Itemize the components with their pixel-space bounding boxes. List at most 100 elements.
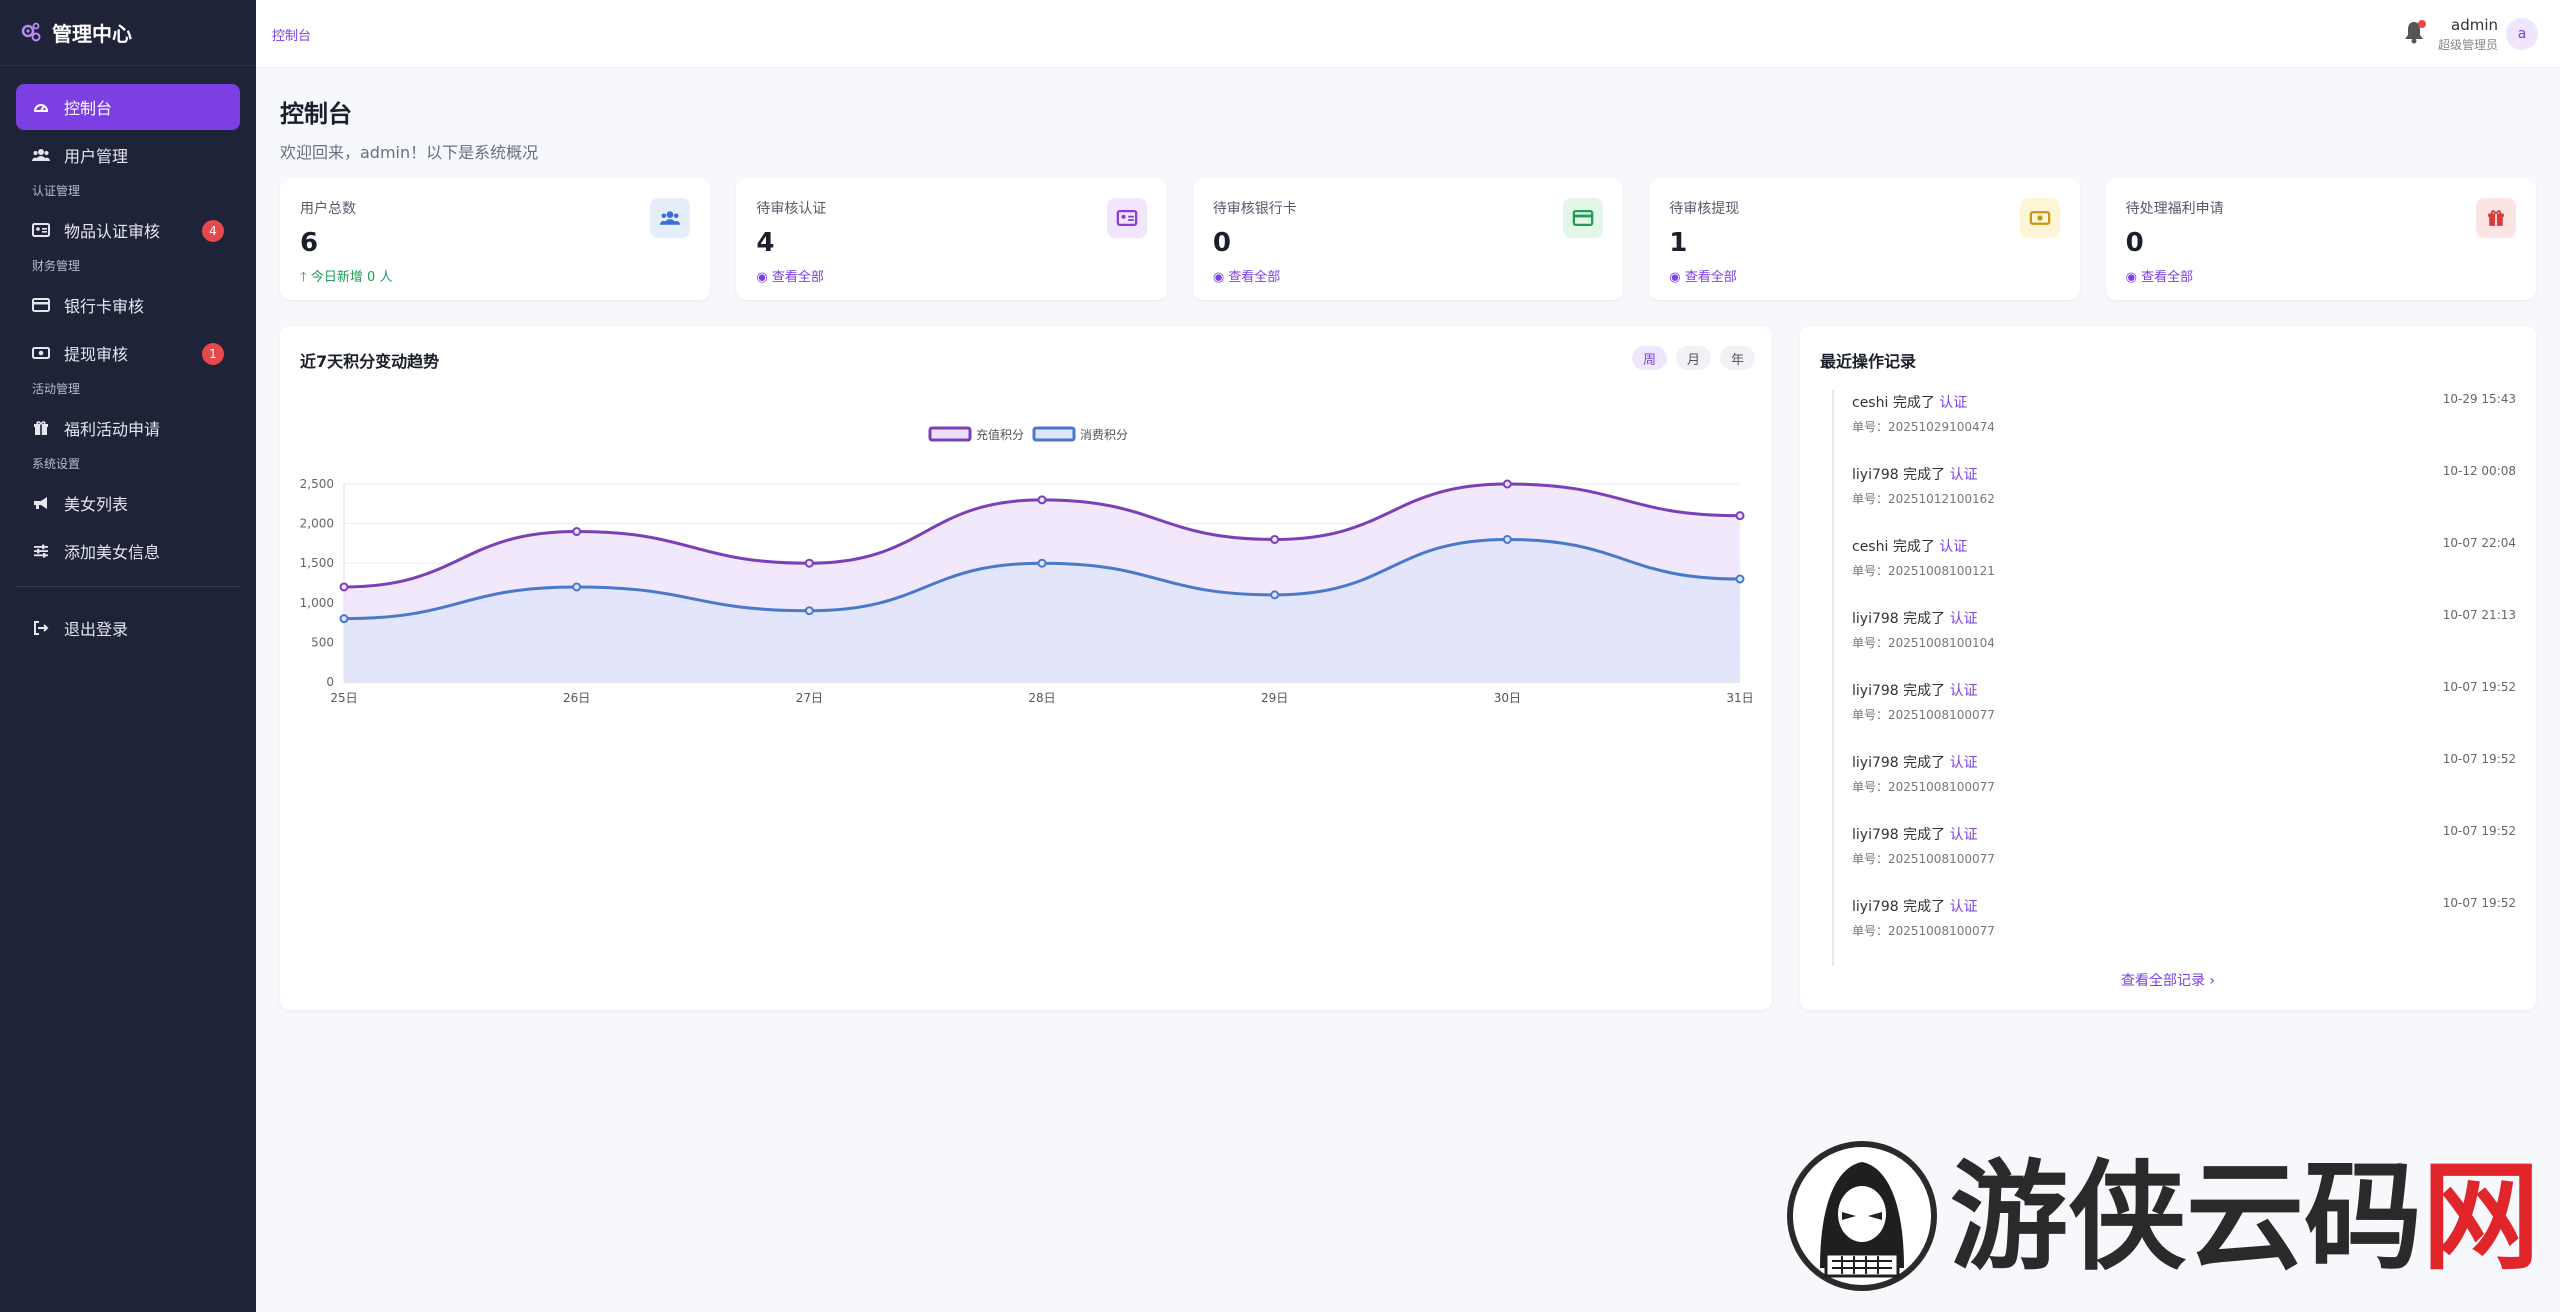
log-time: 10-12 00:08 bbox=[2442, 464, 2516, 478]
view-all-link[interactable]: ◉ 查看全部 bbox=[1669, 266, 2059, 285]
legend-swatch bbox=[928, 426, 972, 442]
stat-value: 0 bbox=[2125, 228, 2144, 258]
view-all-link[interactable]: ◉ 查看全部 bbox=[756, 266, 1146, 285]
sidebar-item-logout[interactable]: 退出登录 bbox=[16, 605, 240, 651]
points-trend-card: 近7天积分变动趋势 周 月 年 0 500 1,000 1,500 2,000 2,500… bbox=[280, 326, 1772, 1010]
section-label-activity: 活动管理 bbox=[32, 382, 81, 396]
bell-icon[interactable] bbox=[2404, 20, 2426, 46]
avatar[interactable]: a bbox=[2506, 18, 2538, 50]
legend-label: 消费积分 bbox=[1080, 428, 1128, 442]
sidebar-item-item-auth[interactable]: 物品认证审核 4 bbox=[16, 207, 240, 253]
log-object[interactable]: 认证 bbox=[1949, 899, 1978, 915]
sidebar-item-label: 提现审核 bbox=[64, 345, 129, 364]
period-month-button[interactable]: 月 bbox=[1676, 346, 1712, 370]
data-point bbox=[1037, 495, 1047, 505]
stat-label: 待审核银行卡 bbox=[1212, 201, 1297, 217]
user-name: admin bbox=[2451, 16, 2498, 34]
sidebar-item-label: 美女列表 bbox=[64, 495, 129, 514]
eye-icon: ◉ bbox=[2125, 270, 2137, 285]
sidebar-item-users[interactable]: 用户管理 bbox=[16, 132, 240, 178]
stat-value: 1 bbox=[1669, 228, 1688, 258]
count-badge: 4 bbox=[202, 220, 224, 242]
log-object[interactable]: 认证 bbox=[1949, 467, 1978, 483]
log-time: 10-07 19:52 bbox=[2442, 896, 2516, 910]
credit-card-icon bbox=[1563, 198, 1604, 238]
data-point bbox=[1735, 511, 1745, 521]
series-area bbox=[344, 539, 1740, 682]
log-order-number: 单号：20251008100077 bbox=[1852, 708, 1995, 722]
data-point bbox=[339, 582, 349, 592]
data-point bbox=[804, 558, 814, 568]
log-user: ceshi bbox=[1852, 539, 1889, 555]
log-verb: 完成了 bbox=[1898, 467, 1950, 483]
user-role: 超级管理员 bbox=[2437, 38, 2498, 52]
log-object[interactable]: 认证 bbox=[1949, 683, 1978, 699]
sidebar: 管理中心 控制台 用户管理 认证管理 物品认证审核 4 财务管理 银行卡审核 提… bbox=[0, 0, 256, 1312]
x-tick-label: 30日 bbox=[1494, 691, 1521, 705]
log-object[interactable]: 认证 bbox=[1939, 539, 1968, 555]
data-point bbox=[1270, 534, 1280, 544]
log-time: 10-07 19:52 bbox=[2442, 824, 2516, 838]
credit-card-icon bbox=[32, 296, 50, 314]
log-object[interactable]: 认证 bbox=[1949, 611, 1978, 627]
sidebar-item-label: 银行卡审核 bbox=[64, 297, 145, 316]
watermark-logo: 游侠云码网 bbox=[1787, 1141, 2540, 1291]
data-point bbox=[339, 614, 349, 624]
sidebar-item-welfare[interactable]: 福利活动申请 bbox=[16, 405, 240, 451]
sidebar-item-label: 控制台 bbox=[64, 99, 113, 118]
sidebar-item-bank-card[interactable]: 银行卡审核 bbox=[16, 282, 240, 328]
stat-label: 待审核认证 bbox=[756, 201, 827, 217]
user-info[interactable]: admin 超级管理员 bbox=[2428, 16, 2498, 53]
stat-card-users: 用户总数 6 🡑 今日新增 0 人 bbox=[280, 178, 711, 300]
period-week-button[interactable]: 周 bbox=[1632, 346, 1668, 370]
y-tick-label: 500 bbox=[311, 635, 334, 649]
log-order-number: 单号：20251008100077 bbox=[1852, 780, 1995, 794]
sidebar-divider bbox=[16, 586, 240, 587]
log-user: ceshi bbox=[1852, 395, 1889, 411]
stat-value: 0 bbox=[1212, 228, 1231, 258]
section-label-settings: 系统设置 bbox=[32, 457, 81, 471]
period-year-button[interactable]: 年 bbox=[1720, 346, 1756, 370]
view-all-link[interactable]: ◉ 查看全部 bbox=[2126, 266, 2516, 285]
sliders-icon bbox=[32, 542, 50, 560]
notification-dot bbox=[2418, 20, 2426, 28]
section-label-auth: 认证管理 bbox=[32, 184, 81, 198]
points-trend-chart: 0 500 1,000 1,500 2,000 2,500 25日 26日 27日 28日 29日 3… bbox=[300, 426, 1754, 705]
eye-icon: ◉ bbox=[1669, 270, 1681, 285]
watermark-text: 游侠云码网 bbox=[1950, 1148, 2540, 1286]
log-text: liyi798 完成了 认证 bbox=[1852, 750, 2516, 772]
log-order-number: 单号：20251012100162 bbox=[1852, 492, 1995, 506]
breadcrumb[interactable]: 控制台 bbox=[272, 29, 312, 44]
log-list: ceshi 完成了 认证 单号：20251029100474 10-29 15:43… bbox=[1832, 390, 2516, 966]
y-tick-label: 2,500 bbox=[300, 477, 334, 491]
data-point bbox=[1735, 574, 1745, 584]
arrow-up-icon: 🡑 bbox=[300, 270, 307, 285]
stat-value: 6 bbox=[300, 228, 319, 258]
stat-value: 4 bbox=[756, 228, 775, 258]
log-item: liyi798 完成了 认证 单号：20251008100077 10-07 19:… bbox=[1832, 678, 2516, 750]
log-text: liyi798 完成了 认证 bbox=[1852, 462, 2516, 484]
sidebar-item-dashboard[interactable]: 控制台 bbox=[16, 84, 240, 130]
sidebar-item-withdraw[interactable]: 提现审核 1 bbox=[16, 330, 240, 376]
log-object[interactable]: 认证 bbox=[1949, 827, 1978, 843]
view-all-records-link[interactable]: 查看全部记录 › bbox=[2120, 973, 2216, 989]
sidebar-item-add-beauty[interactable]: 添加美女信息 bbox=[16, 528, 240, 574]
stat-card-pending-welfare: 待处理福利申请 0 ◉ 查看全部 bbox=[2105, 178, 2537, 300]
data-point bbox=[1037, 558, 1047, 568]
chart-card-title: 近7天积分变动趋势 bbox=[300, 352, 440, 371]
section-label-finance: 财务管理 bbox=[32, 259, 81, 273]
log-item: liyi798 完成了 认证单号：20251012100162 10-12 00:… bbox=[1832, 462, 2516, 534]
log-item: ceshi 完成了 认证 单号：20251029100474 10-29 15:43 bbox=[1832, 390, 2516, 462]
view-all-link[interactable]: ◉ 查看全部 bbox=[1213, 266, 1603, 285]
money-icon bbox=[2019, 198, 2060, 238]
eye-icon: ◉ bbox=[1212, 270, 1225, 285]
log-item: liyi798 完成了 认证 单号：20251008100077 10-07 19:… bbox=[1832, 750, 2516, 822]
sidebar-item-beauty-list[interactable]: 美女列表 bbox=[16, 480, 240, 526]
log-text: liyi798 完成了 认证 bbox=[1852, 894, 2516, 916]
log-object[interactable]: 认证 bbox=[1939, 395, 1968, 411]
log-user: liyi798 bbox=[1852, 755, 1899, 771]
log-item: ceshi 完成了 认证 单号：20251008100121 10-07 22:04 bbox=[1832, 534, 2516, 606]
log-object[interactable]: 认证 bbox=[1949, 755, 1978, 771]
log-text: liyi798 完成了 认证 bbox=[1852, 678, 2516, 700]
log-verb: 完成了 bbox=[1898, 899, 1950, 915]
